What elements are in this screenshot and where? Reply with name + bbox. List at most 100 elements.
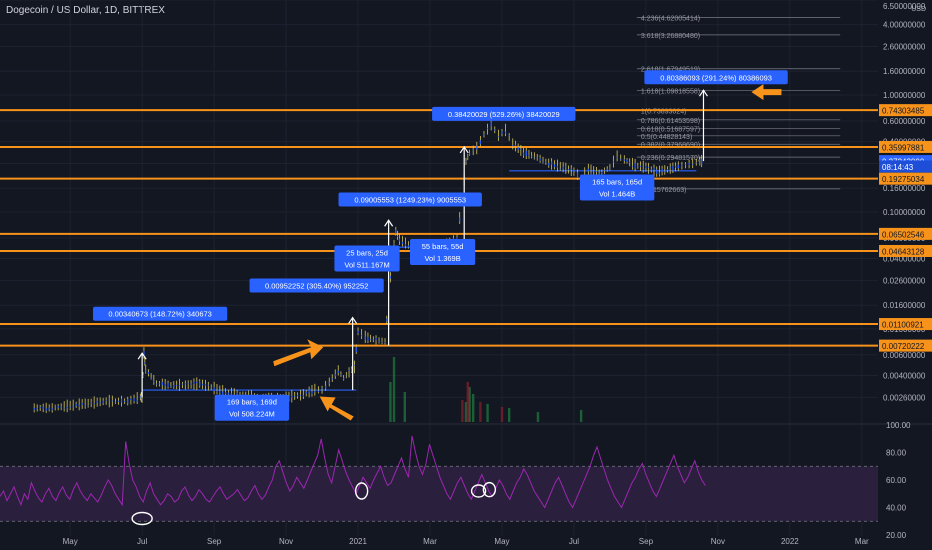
y-tick-label: 0.60000000 <box>883 117 926 126</box>
fib-label: 1.618(1.09818558) <box>641 88 700 95</box>
fib-label: 0.618(0.51687597) <box>641 127 700 134</box>
candle-body <box>102 400 104 404</box>
rsi-line <box>0 435 706 509</box>
candle-body <box>623 159 625 161</box>
y-tick-label: 0.00400000 <box>883 371 926 380</box>
annotation-box[interactable] <box>579 174 655 201</box>
candle-body <box>42 406 44 410</box>
y-tick-label: 0.16000000 <box>883 184 926 193</box>
y-tick-label: 0.00600000 <box>883 351 926 360</box>
annotation-text: 169 bars, 169d <box>227 398 277 407</box>
annotations[interactable]: 0.00340673 (148.72%) 340673 169 bars, 169… <box>93 70 788 421</box>
candle-body <box>684 164 687 165</box>
candle-body <box>370 339 372 341</box>
candle-body <box>542 161 544 163</box>
candle-body <box>150 377 152 379</box>
x-axis[interactable]: May Jul Sep Nov 2021 Mar May Jul Sep Nov 2022 Mar <box>63 537 869 546</box>
annotation-text: 0.09005553 (1249.23%) 9005553 <box>354 195 466 204</box>
arrow-head <box>698 89 708 97</box>
candle-body <box>528 154 530 156</box>
annotation-box[interactable] <box>644 70 788 85</box>
candle-body <box>33 407 35 411</box>
candle-body <box>355 347 357 353</box>
candle-body <box>161 381 163 386</box>
candle-body <box>626 159 628 162</box>
fib-extension[interactable]: 4.236(4.62005414) 3.618(3.26880480) 2.618(… <box>636 15 841 194</box>
annotation-text: 0.80386093 (291.24%) 80386093 <box>660 73 772 82</box>
arrow-head <box>459 145 469 154</box>
candle-body <box>84 405 86 407</box>
x-tick-label: Nov <box>711 537 725 546</box>
volume-bar <box>461 400 464 422</box>
highlight-arrow <box>319 396 354 421</box>
candle-body <box>308 389 310 393</box>
candle-body <box>648 166 650 168</box>
candle-body <box>494 129 496 131</box>
price-axis-label: 0.74303485 <box>882 107 925 116</box>
candle-body <box>606 168 608 171</box>
candle-body <box>525 150 527 157</box>
candle-body <box>54 406 56 408</box>
candle-body <box>677 164 679 169</box>
candle-body <box>343 377 345 380</box>
price-axis-label-box <box>879 318 932 331</box>
volume-bar <box>579 410 583 422</box>
candle-body <box>616 157 618 158</box>
candle-body <box>695 162 697 164</box>
candle-body <box>99 402 101 404</box>
annotation-text: Vol 508.224M <box>229 410 275 419</box>
fib-label: 4.236(4.62005414) <box>641 15 700 22</box>
candle-body <box>672 166 674 171</box>
candle-body <box>317 390 320 392</box>
candle-body <box>142 375 144 377</box>
arrow-head <box>384 219 394 227</box>
candle-body <box>539 158 541 161</box>
candle-body <box>348 370 350 371</box>
candle-body <box>153 380 155 383</box>
candle-body <box>562 166 564 170</box>
x-tick-label: Sep <box>207 537 222 546</box>
rsi-tick-label: 100.00 <box>886 421 911 430</box>
candle-body <box>117 400 120 402</box>
candle-body <box>656 169 658 174</box>
annotation-box[interactable] <box>409 238 476 265</box>
rsi-pane[interactable]: 100.00 80.00 60.00 40.00 20.00 <box>0 421 911 540</box>
candle-body <box>514 144 517 147</box>
candle-body <box>401 241 404 244</box>
candle-body <box>66 406 68 409</box>
rsi-tick-label: 20.00 <box>886 531 907 540</box>
fib-label: 1(0.73893624) <box>641 108 687 115</box>
candle-body <box>522 152 525 156</box>
volume-bar <box>466 382 469 422</box>
candle-body <box>603 169 606 171</box>
highlight-arrow <box>273 339 324 367</box>
annotation-box[interactable] <box>334 245 400 272</box>
annotation-box[interactable] <box>93 306 228 321</box>
candle-body <box>395 229 397 234</box>
candle-body <box>105 399 107 401</box>
candle-body <box>236 392 238 395</box>
volume-bar <box>471 394 475 422</box>
candle-body <box>681 165 683 166</box>
annotation-box[interactable] <box>214 394 290 421</box>
candle-body <box>296 394 299 397</box>
candle-body <box>158 383 161 385</box>
candle-body <box>164 383 166 387</box>
annotation-text: 0.00340673 (148.72%) 340673 <box>108 310 211 319</box>
candle-body <box>69 406 71 408</box>
candle-body <box>196 381 198 384</box>
candle-body <box>114 401 117 403</box>
y-tick-label: 6.50000000 <box>883 2 926 11</box>
volume-bar <box>464 402 468 422</box>
candle-body <box>210 387 212 389</box>
candle-body <box>533 157 535 159</box>
annotation-box[interactable] <box>249 278 384 293</box>
y-tick-label: 1.00000000 <box>883 91 926 100</box>
annotation-box[interactable] <box>432 106 576 121</box>
rsi-circle-mark <box>482 481 497 498</box>
annotation-box[interactable] <box>338 192 482 207</box>
candle-body <box>653 167 655 170</box>
price-axis-labels[interactable]: 0.743034850.359978810.2724300008:14:430.… <box>879 104 932 352</box>
y-tick-label: 0.01600000 <box>883 301 926 310</box>
